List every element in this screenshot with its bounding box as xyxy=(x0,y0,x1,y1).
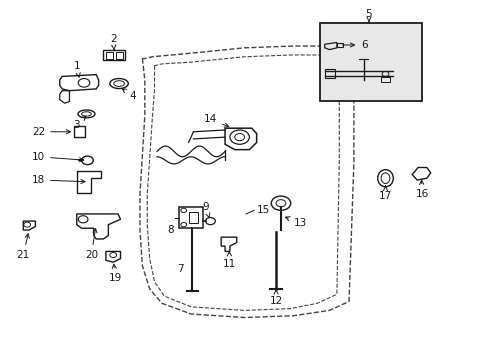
Text: 9: 9 xyxy=(202,202,209,218)
Text: 4: 4 xyxy=(122,89,136,101)
Text: 11: 11 xyxy=(223,252,236,269)
Text: 1: 1 xyxy=(73,61,80,77)
Text: 3: 3 xyxy=(73,116,85,130)
Text: 2: 2 xyxy=(110,34,116,50)
Text: 22: 22 xyxy=(32,127,70,137)
Bar xyxy=(106,52,113,59)
Bar xyxy=(319,23,421,102)
Text: 17: 17 xyxy=(378,185,391,201)
Bar xyxy=(336,43,342,47)
Text: 8: 8 xyxy=(167,225,174,235)
Bar xyxy=(188,212,198,223)
Text: 14: 14 xyxy=(203,114,228,127)
Text: 12: 12 xyxy=(269,290,282,306)
Bar xyxy=(116,52,122,59)
Bar xyxy=(103,50,125,60)
Text: 19: 19 xyxy=(109,264,122,283)
Text: 20: 20 xyxy=(84,229,98,260)
Bar xyxy=(179,207,203,228)
Text: 5: 5 xyxy=(365,9,371,22)
Bar xyxy=(74,126,85,137)
Bar xyxy=(380,77,389,82)
Text: 10: 10 xyxy=(32,152,83,162)
Bar xyxy=(324,69,335,78)
Text: 16: 16 xyxy=(414,180,427,199)
Text: 15: 15 xyxy=(256,205,269,215)
Text: 21: 21 xyxy=(17,234,30,260)
Text: 7: 7 xyxy=(177,264,183,274)
Text: 6: 6 xyxy=(342,40,367,50)
Text: 18: 18 xyxy=(32,175,85,185)
Text: 13: 13 xyxy=(285,217,306,228)
